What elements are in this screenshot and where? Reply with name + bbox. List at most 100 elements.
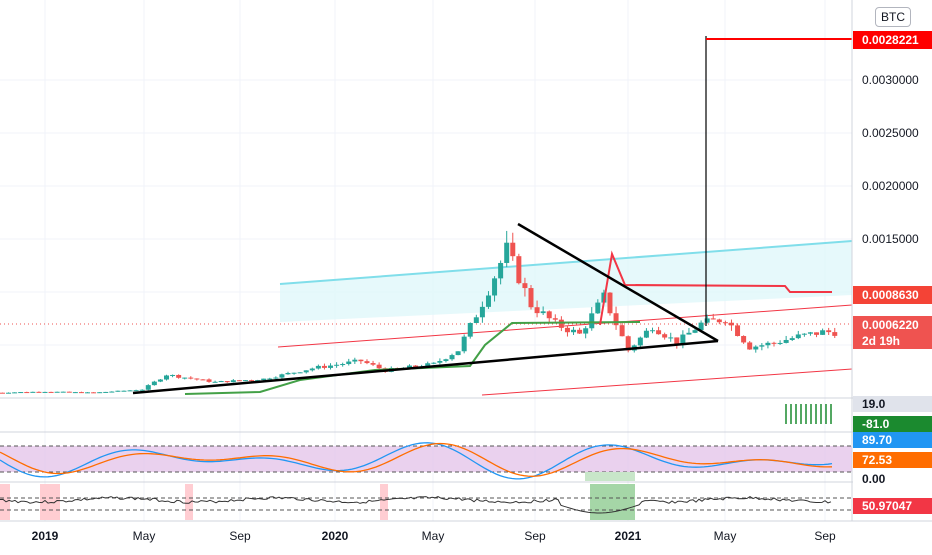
- candle-body: [504, 242, 510, 263]
- candle-body: [498, 262, 504, 279]
- candle-body: [662, 334, 668, 338]
- candle-body: [546, 311, 552, 319]
- oscillator-pane-1[interactable]: [785, 404, 832, 424]
- candle-body: [814, 332, 820, 335]
- candle-body: [583, 328, 589, 334]
- candle-body: [91, 392, 97, 394]
- candle-body: [115, 390, 121, 392]
- support-trendline: [132, 339, 719, 395]
- candle-body: [291, 372, 297, 374]
- price-label-text: 2d 19h: [862, 334, 900, 348]
- candle-body: [249, 380, 255, 382]
- candle-body: [236, 380, 242, 382]
- time-tick-label: 2020: [322, 529, 349, 543]
- price-label: 0.0006220: [853, 316, 932, 334]
- candle-body: [66, 391, 72, 393]
- currency-badge[interactable]: BTC: [875, 7, 911, 27]
- stochastic-d-line: [0, 442, 833, 477]
- candle-body: [18, 392, 24, 394]
- candle-body: [24, 392, 30, 394]
- candle-body: [224, 381, 230, 383]
- candle-body: [595, 302, 601, 314]
- candle-body: [303, 370, 309, 373]
- candle-body: [164, 375, 169, 380]
- signal-zone: [40, 484, 60, 520]
- candle-body: [346, 361, 352, 365]
- candle-body: [267, 378, 273, 380]
- stochastic-pane[interactable]: [0, 442, 852, 481]
- candle-body: [176, 374, 182, 378]
- price-label-text: 72.53: [862, 453, 892, 467]
- candle-body: [315, 365, 321, 369]
- time-axis[interactable]: 2019 May Sep 2020 May Sep 2021 May Sep: [32, 529, 836, 543]
- candle-body: [613, 313, 619, 326]
- candle-body: [710, 318, 716, 320]
- candle-body: [479, 306, 485, 318]
- candle-body: [747, 342, 753, 350]
- candle-body: [571, 329, 577, 333]
- candle-body: [145, 385, 151, 390]
- candle-body: [48, 391, 54, 393]
- price-label: 2d 19h: [853, 333, 932, 349]
- candle-body: [759, 345, 765, 347]
- candle-body: [261, 378, 267, 381]
- candle-body: [407, 365, 412, 368]
- candle-body: [97, 392, 103, 394]
- candle-body: [625, 336, 631, 351]
- price-label: 89.70: [853, 432, 932, 448]
- candle-body: [564, 327, 570, 333]
- candle-body: [534, 307, 540, 314]
- candle-body: [650, 330, 655, 332]
- candle-body: [741, 336, 747, 343]
- candle-body: [510, 242, 516, 257]
- candle-body: [607, 292, 613, 314]
- price-label-text: 89.70: [862, 433, 892, 447]
- price-axis[interactable]: 0.0030000 0.0025000 0.0020000 0.0015000 0.00…: [853, 31, 932, 514]
- candle-body: [72, 392, 78, 394]
- time-tick-label: May: [133, 529, 156, 543]
- price-label-bg: [853, 316, 932, 334]
- price-label: 50.97047: [853, 498, 932, 514]
- candle-body: [370, 363, 376, 365]
- candle-body: [492, 278, 498, 296]
- candle-body: [716, 319, 722, 323]
- candle-body: [461, 336, 467, 352]
- price-label-bg: [853, 286, 932, 304]
- candle-body: [200, 379, 206, 381]
- candle-body: [552, 318, 558, 320]
- candle-body: [467, 323, 473, 337]
- time-tick-label: Sep: [524, 529, 546, 543]
- candle-body: [789, 338, 795, 340]
- time-tick-label: Sep: [814, 529, 836, 543]
- candle-body: [279, 374, 285, 378]
- candle-body: [485, 295, 491, 307]
- candle-body: [698, 322, 704, 331]
- price-pane[interactable]: [0, 36, 853, 396]
- time-tick-label: 2019: [32, 529, 59, 543]
- regression-band: [280, 241, 852, 322]
- candle-body: [540, 311, 546, 314]
- resistance-line: [599, 250, 832, 326]
- oscillator-pane-3[interactable]: [0, 484, 852, 520]
- candle-body: [656, 330, 662, 335]
- candle-body: [455, 351, 461, 356]
- time-tick-label: 2021: [615, 529, 642, 543]
- candle-body: [783, 339, 789, 343]
- signal-zone: [380, 484, 388, 520]
- price-label-text: 0.0008630: [862, 288, 919, 302]
- candle-body: [352, 359, 358, 362]
- candle-body: [425, 363, 431, 367]
- price-label-text: 0.0006220: [862, 318, 919, 332]
- candle-body: [321, 365, 327, 368]
- candle-body: [832, 332, 838, 336]
- candle-body: [309, 368, 315, 371]
- candle-body: [340, 364, 346, 366]
- candle-body: [334, 364, 340, 366]
- candle-body: [230, 380, 236, 383]
- candle-body: [826, 330, 832, 333]
- price-label: 0.0028221: [853, 31, 932, 49]
- signal-zone-green: [590, 484, 635, 520]
- signal-zone: [0, 484, 10, 520]
